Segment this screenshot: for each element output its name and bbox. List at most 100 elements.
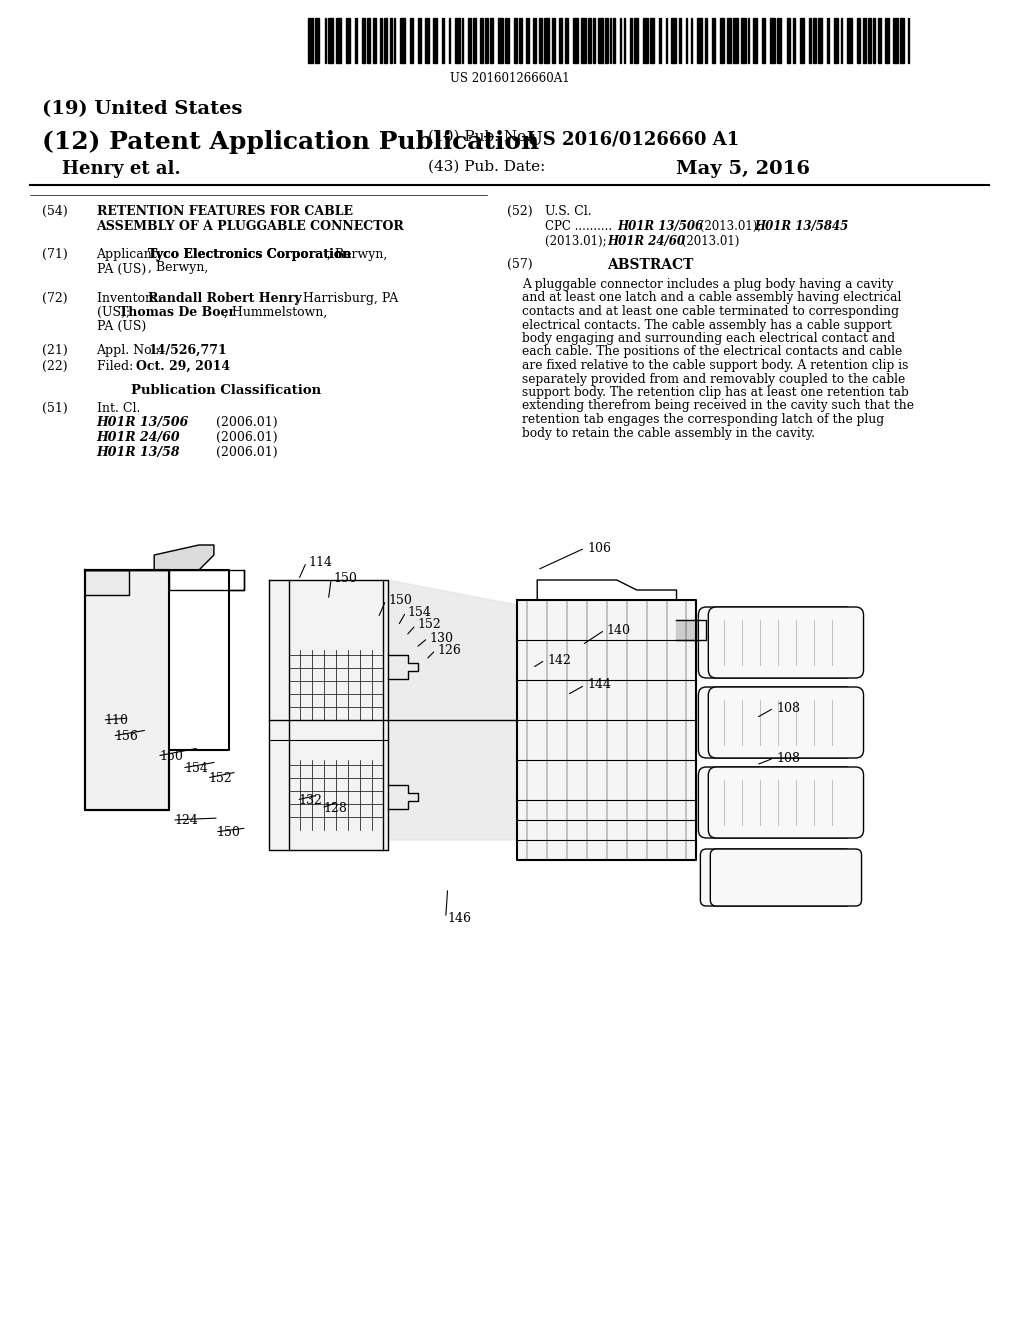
Bar [727,18,731,63]
Text: H01R 13/506: H01R 13/506 [96,416,188,429]
Text: (2006.01): (2006.01) [216,446,278,459]
Text: 126: 126 [437,644,462,656]
Text: (52): (52) [507,205,534,218]
FancyBboxPatch shape [698,607,854,678]
Bar [686,18,687,63]
Bar [720,18,724,63]
Bar [610,18,611,63]
Text: 154: 154 [184,762,208,775]
Text: Publication Classification: Publication Classification [131,384,322,397]
Text: U.S. Cl.: U.S. Cl. [545,205,592,218]
Text: Tyco Electronics Corporation: Tyco Electronics Corporation [148,248,351,261]
Bar [456,18,460,63]
Text: Applicant:: Applicant: [96,248,165,261]
Bar [813,18,816,63]
Text: (57): (57) [507,257,534,271]
Bar [325,18,326,63]
Bar [857,18,860,63]
Bar [336,18,341,63]
Bar [480,18,483,63]
Bar [868,18,871,63]
Text: 108: 108 [776,701,800,714]
Text: US 20160126660A1: US 20160126660A1 [450,73,569,84]
Bar [410,18,413,63]
Text: (54): (54) [42,205,68,218]
Text: 130: 130 [430,631,454,644]
Text: ABSTRACT: ABSTRACT [607,257,693,272]
Text: 152: 152 [209,771,232,784]
Text: A pluggable connector includes a plug body having a cavity: A pluggable connector includes a plug bo… [522,279,894,290]
Text: 150: 150 [333,572,357,585]
Bar [544,18,549,63]
Text: (2013.01): (2013.01) [679,235,740,248]
Text: 146: 146 [447,912,472,924]
Text: 110: 110 [104,714,128,726]
Bar [613,18,615,63]
Bar [449,18,451,63]
Text: 114: 114 [308,556,333,569]
Bar [519,18,522,63]
Text: H01R 24/60: H01R 24/60 [607,235,685,248]
Bar [552,18,555,63]
Bar [630,18,632,63]
Text: (19) United States: (19) United States [42,100,242,117]
Polygon shape [155,545,214,570]
Text: Filed:: Filed: [96,360,148,374]
Bar [712,18,715,63]
Bar [634,18,638,63]
Bar [355,18,356,63]
Bar [706,18,707,63]
Text: 14/526,771: 14/526,771 [148,345,227,356]
Bar [315,18,319,63]
Bar [425,18,429,63]
Text: (21): (21) [42,345,68,356]
Text: body engaging and surrounding each electrical contact and: body engaging and surrounding each elect… [522,333,895,345]
Text: 106: 106 [587,541,611,554]
Bar [624,18,625,63]
Bar [573,18,578,63]
Text: (72): (72) [42,292,68,305]
Bar [539,18,542,63]
Text: (10) Pub. No.:: (10) Pub. No.: [428,129,536,144]
Bar [384,18,387,63]
Text: 132: 132 [298,793,323,807]
Bar [593,18,595,63]
Bar [598,18,603,63]
Text: 144: 144 [587,678,611,692]
Text: retention tab engages the corresponding latch of the plug: retention tab engages the corresponding … [522,413,885,426]
Bar [777,18,781,63]
Text: H01R 13/506: H01R 13/506 [616,220,702,234]
Bar [659,18,660,63]
Bar [762,18,765,63]
Bar [873,18,874,63]
Text: 150: 150 [388,594,412,606]
Bar [671,18,676,63]
Bar [374,18,377,63]
FancyBboxPatch shape [709,686,863,758]
Text: (43) Pub. Date:: (43) Pub. Date: [428,160,545,174]
Bar [505,18,509,63]
Bar [380,18,382,63]
Bar [827,18,828,63]
Text: Int. Cl.: Int. Cl. [96,403,140,414]
Text: H01R 13/58: H01R 13/58 [96,446,180,459]
Text: 150: 150 [159,750,183,763]
Bar [893,18,898,63]
Text: Oct. 29, 2014: Oct. 29, 2014 [136,360,230,374]
FancyBboxPatch shape [709,767,863,838]
Bar [800,18,804,63]
Text: CPC ..........: CPC .......... [545,220,616,234]
Bar [818,18,822,63]
Text: electrical contacts. The cable assembly has a cable support: electrical contacts. The cable assembly … [522,318,892,331]
Text: Appl. No.:: Appl. No.: [96,345,164,356]
Text: 128: 128 [324,801,347,814]
Bar [741,18,745,63]
Text: (22): (22) [42,360,68,374]
Text: RETENTION FEATURES FOR CABLE: RETENTION FEATURES FOR CABLE [96,205,352,218]
Text: Tyco Electronics Corporation: Tyco Electronics Corporation [148,248,351,261]
Bar [588,18,591,63]
Text: , Hummelstown,: , Hummelstown, [224,306,327,319]
FancyBboxPatch shape [698,767,854,838]
Bar [390,18,391,63]
Text: and at least one latch and a cable assembly having electrical: and at least one latch and a cable assem… [522,292,902,305]
